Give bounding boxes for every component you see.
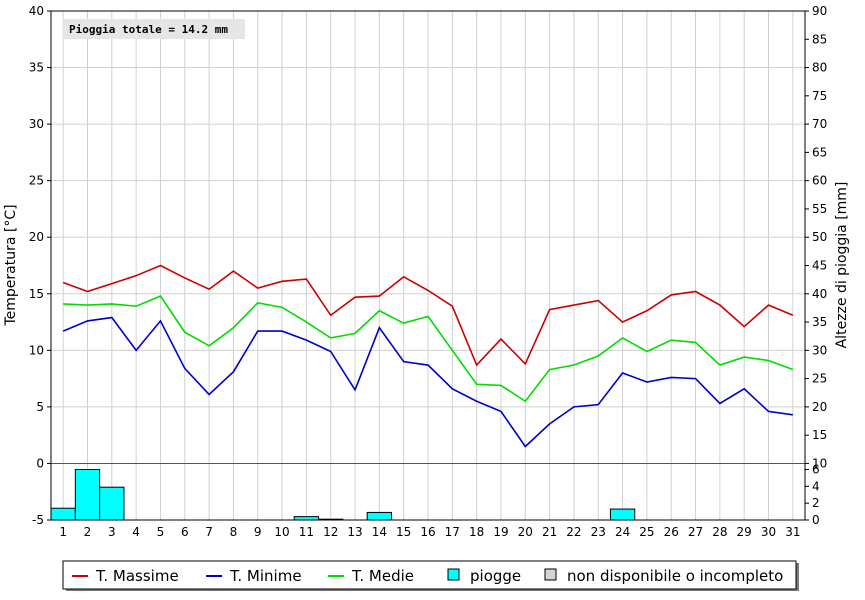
- left-tick-label: 0: [36, 456, 44, 470]
- right-axis-ticks: 10 15 20 25 30 35 40 45 50 55 60 65 70 75 80 85 90 0 2 4 6: [805, 4, 827, 527]
- x-tick-label: 7: [205, 525, 213, 539]
- right-tick-label: 55: [812, 202, 827, 216]
- series-lines: [62, 264, 794, 448]
- x-tick-label: 3: [108, 525, 116, 539]
- right-tick-label: 85: [812, 32, 827, 46]
- left-tick-label: 5: [36, 400, 44, 414]
- legend-box: [62, 560, 797, 590]
- left-tick-label: 15: [29, 287, 44, 301]
- rain-bar: [99, 486, 125, 521]
- x-tick-label: 19: [493, 525, 508, 539]
- rain-bar: [74, 469, 101, 521]
- x-tick-label: 15: [396, 525, 411, 539]
- left-tick-label: 35: [29, 61, 44, 75]
- legend-swatch-box: [544, 568, 557, 581]
- left-tick-label: -5: [32, 513, 44, 527]
- x-tick-label: 27: [688, 525, 703, 539]
- rain-bar: [293, 516, 320, 521]
- series-line: [62, 316, 793, 448]
- rain-total-note: Pioggia totale = 14.2 mm: [69, 23, 228, 36]
- x-tick-label: 26: [664, 525, 679, 539]
- right-axis-title: Altezze di pioggia [mm]: [834, 182, 850, 349]
- x-tick-label: 21: [542, 525, 557, 539]
- right-tick-label: 4: [812, 479, 820, 493]
- left-axis-title: Temperatura [°C]: [3, 204, 19, 326]
- left-tick-label: 40: [29, 4, 44, 18]
- x-tick-label: 30: [761, 525, 776, 539]
- rain-bar: [50, 507, 76, 521]
- series-line: [62, 264, 794, 367]
- x-tick-label: 2: [84, 525, 92, 539]
- x-tick-label: 17: [445, 525, 460, 539]
- x-tick-label: 11: [299, 525, 314, 539]
- x-tick-label: 8: [230, 525, 238, 539]
- right-tick-label: 20: [812, 400, 827, 414]
- right-tick-label: 65: [812, 145, 827, 159]
- right-tick-label: 15: [812, 428, 827, 442]
- note-box: [63, 19, 245, 39]
- legend-swatch-box: [447, 568, 460, 581]
- right-tick-label: 40: [812, 287, 827, 301]
- x-tick-label: 13: [347, 525, 362, 539]
- legend-label: T. Minime: [229, 567, 302, 585]
- right-tick-label: 30: [812, 343, 827, 357]
- series-line: [63, 295, 794, 403]
- rain-bar: [366, 511, 393, 521]
- x-tick-label: 4: [132, 525, 140, 539]
- x-tick-label: 18: [469, 525, 484, 539]
- x-tick-label: 23: [591, 525, 606, 539]
- right-tick-label: 6: [812, 463, 820, 477]
- right-tick-label: 0: [812, 513, 820, 527]
- x-tick-label: 14: [372, 525, 387, 539]
- x-tick-label: 29: [737, 525, 752, 539]
- rain-bars: [50, 469, 636, 521]
- right-tick-label: 60: [812, 174, 827, 188]
- rain-bar: [609, 508, 636, 521]
- x-tick-label: 24: [615, 525, 630, 539]
- x-tick-label: 20: [518, 525, 533, 539]
- legend-label: T. Massime: [95, 567, 179, 585]
- left-tick-label: 20: [29, 230, 44, 244]
- right-tick-label: 80: [812, 61, 827, 75]
- right-tick-label: 2: [812, 496, 820, 510]
- right-tick-label: 75: [812, 89, 827, 103]
- right-tick-label: 25: [812, 372, 827, 386]
- left-tick-label: 25: [29, 174, 44, 188]
- x-axis-ticks: 1 2 3 4 5 6 7 8 9 10 11 12 13 14 15 16 17 18 19 20 21 22 23 24 2…: [59, 525, 800, 539]
- right-tick-label: 10: [812, 456, 827, 470]
- x-tick-label: 31: [785, 525, 800, 539]
- x-tick-label: 10: [274, 525, 289, 539]
- x-tick-label: 16: [420, 525, 435, 539]
- right-tick-label: 50: [812, 230, 827, 244]
- x-tick-label: 6: [181, 525, 189, 539]
- right-tick-label: 90: [812, 4, 827, 18]
- x-tick-label: 28: [712, 525, 727, 539]
- x-tick-label: 22: [566, 525, 581, 539]
- legend-label: non disponibile o incompleto: [567, 567, 783, 585]
- right-tick-label: 70: [812, 117, 827, 131]
- legend: T. Massime T. Minime T. Medie piogge non dis…: [62, 560, 799, 591]
- gridlines: [51, 10, 805, 521]
- x-tick-label: 1: [59, 525, 67, 539]
- x-tick-label: 5: [157, 525, 165, 539]
- legend-label: T. Medie: [351, 567, 414, 585]
- right-tick-label: 35: [812, 315, 827, 329]
- left-tick-label: 30: [29, 117, 44, 131]
- left-tick-label: 10: [29, 343, 44, 357]
- left-axis-ticks: -5 0 5 10 15 20 25 30 35 40: [29, 4, 51, 527]
- right-tick-label: 45: [812, 259, 827, 273]
- x-tick-label: 9: [254, 525, 262, 539]
- x-tick-label: 25: [639, 525, 654, 539]
- x-tick-label: 12: [323, 525, 338, 539]
- legend-label: piogge: [470, 567, 521, 585]
